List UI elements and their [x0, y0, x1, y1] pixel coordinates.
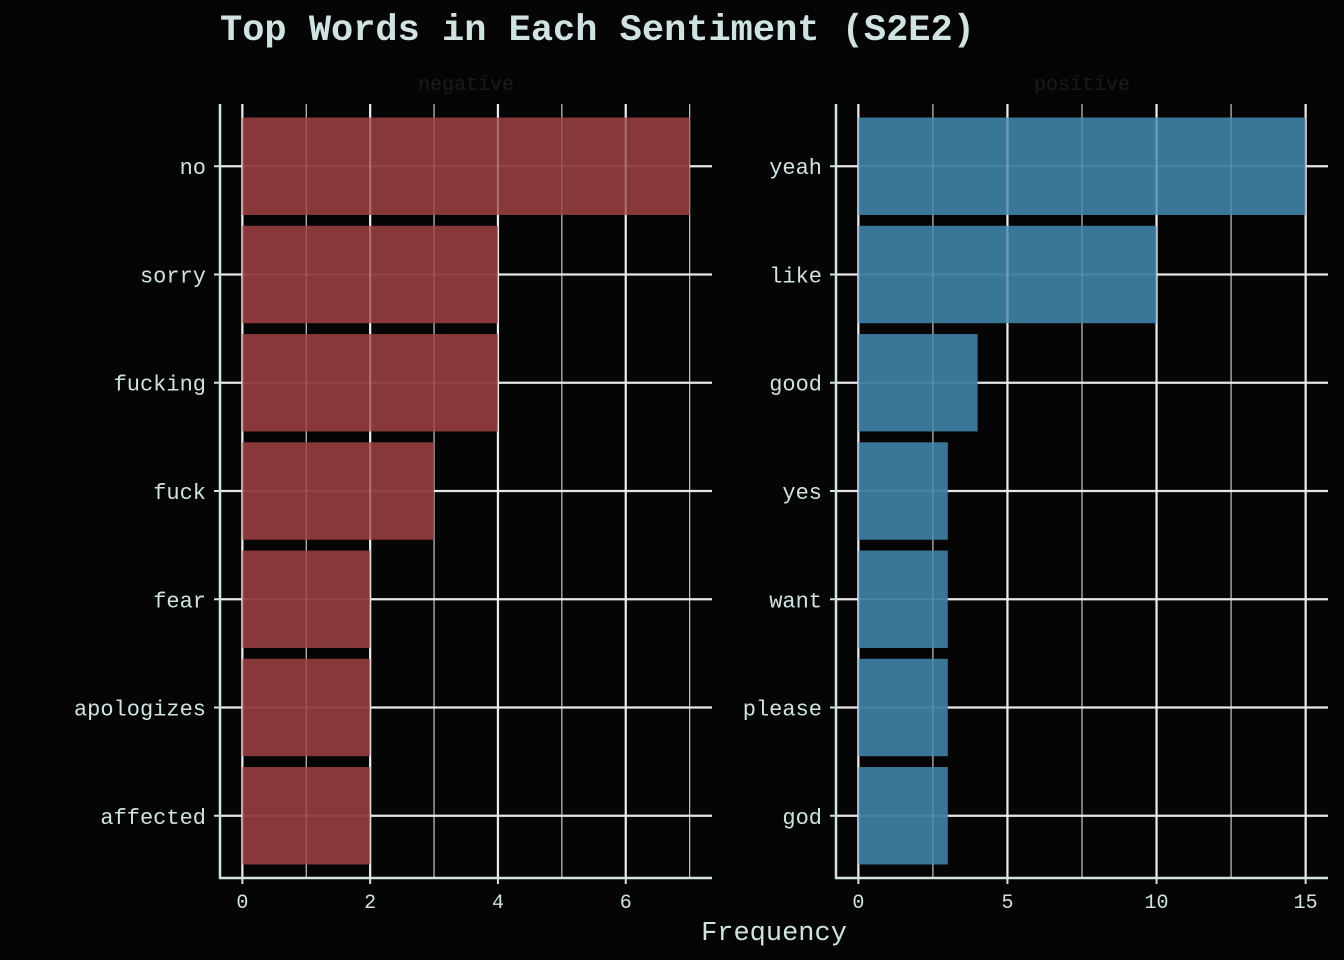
- y-tick-label: like: [769, 264, 822, 289]
- bar-positive-god: [858, 767, 948, 865]
- y-tick-label: yeah: [769, 156, 822, 181]
- bar-positive-good: [858, 334, 978, 432]
- facet-label-negative: negative: [418, 74, 514, 97]
- bar-negative-apologizes: [242, 658, 371, 757]
- bar-positive-yes: [858, 442, 948, 540]
- x-tick-label: 2: [364, 892, 376, 915]
- x-tick-label: 15: [1294, 892, 1318, 915]
- x-tick-label: 0: [236, 892, 248, 915]
- y-tick-label: good: [769, 373, 822, 398]
- y-tick-label: want: [769, 589, 822, 614]
- bar-positive-want: [858, 550, 948, 648]
- y-tick-label: yes: [782, 481, 822, 506]
- y-tick-label: fuck: [153, 481, 206, 506]
- panel-negative: negative no sorry fucking fuck fear apologizes…: [74, 74, 712, 915]
- x-tick-label: 10: [1145, 892, 1169, 915]
- bar-negative-sorry: [242, 225, 498, 324]
- x-tick-label: 4: [492, 892, 504, 915]
- x-axis-label: Frequency: [701, 919, 847, 949]
- bar-negative-no: [242, 117, 690, 215]
- panel-positive: positive yeah like good yes want please god 0 5 10…: [743, 74, 1328, 915]
- y-tick-label: fear: [153, 589, 206, 614]
- y-tick-label: no: [180, 156, 206, 181]
- y-tick-label: please: [743, 698, 822, 723]
- bar-positive-like: [858, 225, 1157, 324]
- chart-title: Top Words in Each Sentiment (S2E2): [220, 10, 975, 52]
- bar-negative-affected: [242, 767, 371, 865]
- x-tick-label: 6: [620, 892, 632, 915]
- bar-negative-fucking: [242, 334, 498, 432]
- y-tick-label: affected: [100, 806, 206, 831]
- y-tick-label: god: [782, 806, 822, 831]
- bar-negative-fear: [242, 550, 371, 648]
- bar-negative-fuck: [242, 442, 435, 540]
- y-tick-label: apologizes: [74, 698, 206, 723]
- x-tick-label: 5: [1001, 892, 1013, 915]
- y-tick-label: sorry: [140, 264, 206, 289]
- bar-positive-yeah: [858, 117, 1306, 215]
- bar-positive-please: [858, 658, 948, 757]
- facet-label-positive: positive: [1034, 74, 1130, 97]
- x-tick-label: 0: [852, 892, 864, 915]
- y-tick-label: fucking: [114, 373, 206, 398]
